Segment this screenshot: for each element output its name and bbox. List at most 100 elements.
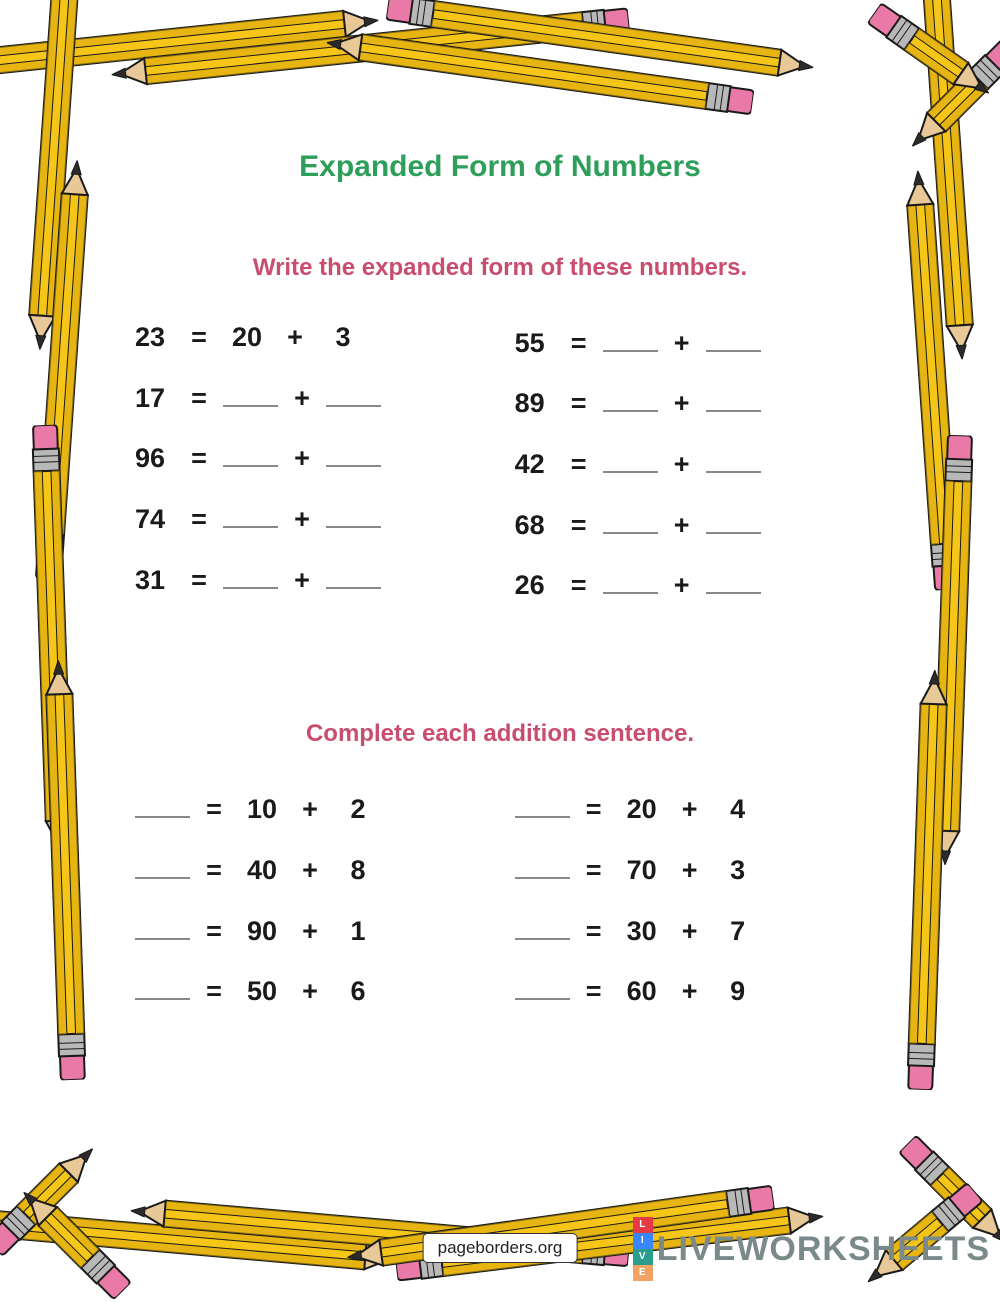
number: 23 [135,322,175,353]
ones-blank[interactable] [706,443,761,473]
ones-blank[interactable] [326,559,381,589]
tens-blank[interactable] [223,377,278,407]
expand-row: 89=+ [515,383,865,420]
pencil-decoration [925,435,975,866]
tens-blank[interactable] [603,443,658,473]
tens-blank[interactable] [223,438,278,468]
pencil-icon [918,0,977,360]
addition-row: =20+4 [515,788,865,825]
plus-sign: + [300,855,320,886]
equals-sign: = [569,510,589,541]
tens-value: 60 [618,976,666,1007]
plus-sign: + [672,388,692,419]
pencil-icon [930,435,975,866]
addition-row: = 30 +7 [515,910,865,947]
addition-row: =10+2 [135,788,485,825]
sum-blank[interactable] [515,971,570,1001]
pencil-icon [25,0,84,351]
equals-sign: = [189,443,209,474]
badge-letter: E [633,1265,653,1281]
expand-row: 17=+ [135,377,485,414]
sum-blank[interactable] [135,849,190,879]
ones-blank[interactable] [706,565,761,595]
plus-sign: + [672,328,692,359]
plus-sign: + [672,449,692,480]
pencil-decoration [913,0,977,361]
tens-blank[interactable] [603,565,658,595]
sum-blank[interactable] [135,910,190,940]
pencil-icon [30,425,75,856]
pencil-decoration [25,425,75,856]
pencil-icon [905,670,950,1091]
equals-sign: = [569,328,589,359]
sum-blank[interactable] [515,910,570,940]
pencil-decoration [0,1201,401,1279]
addition-row: =60+9 [515,971,865,1008]
pencil-icon [33,159,92,580]
tens-blank[interactable] [603,383,658,413]
ones-value: 3 [319,322,367,353]
equals-sign: = [584,916,604,947]
plus-sign: + [680,855,700,886]
equals-sign: = [204,916,224,947]
pencil-decoration [898,33,1000,157]
ones-blank[interactable] [706,504,761,534]
ones-blank[interactable] [326,438,381,468]
expand-row: 26=+ [515,565,865,602]
section1-left-col: 23=20+317=+96=+74=+31=+ [135,322,485,625]
pencil-decoration [33,159,97,580]
tens-value: 90 [238,916,286,947]
equals-sign: = [204,976,224,1007]
pencil-decoration [385,0,816,87]
ones-blank[interactable] [326,498,381,528]
plus-sign: + [672,510,692,541]
section2-left-col: =10+2=40+8=90+1=50+6 [135,788,485,1031]
expand-row: 96=+ [135,438,485,475]
tens-value: 10 [238,794,286,825]
number: 74 [135,504,175,535]
plus-sign: + [292,443,312,474]
section1-grid: 23=20+317=+96=+74=+31=+ 55=+89=+42=+68=+… [135,322,865,625]
footer-credit: pageborders.org [423,1233,578,1263]
equals-sign: = [204,794,224,825]
addition-row: =50+6 [135,971,485,1008]
tens-value: 20 [223,322,271,353]
badge-letter: I [633,1233,653,1249]
ones-blank[interactable] [706,383,761,413]
sum-blank[interactable] [515,849,570,879]
tens-blank[interactable] [603,322,658,352]
expand-row: 55=+ [515,322,865,359]
sum-blank[interactable] [135,971,190,1001]
sum-blank[interactable] [135,788,190,818]
equals-sign: = [204,855,224,886]
plus-sign: + [300,916,320,947]
tens-blank[interactable] [603,504,658,534]
ones-blank[interactable] [326,377,381,407]
number: 89 [515,388,555,419]
pencil-icon [43,660,88,1081]
pencil-icon [903,170,962,591]
tens-value: 40 [238,855,286,886]
plus-sign: + [680,916,700,947]
equals-sign: = [189,565,209,596]
tens-blank[interactable] [223,498,278,528]
ones-value: 9 [714,976,762,1007]
pencil-decoration [43,660,93,1081]
equals-sign: = [569,449,589,480]
equals-sign: = [189,383,209,414]
ones-blank[interactable] [706,322,761,352]
section1-right-col: 55=+89=+42=+68=+26=+ [515,322,865,625]
pencil-icon [325,28,755,118]
pencil-icon [0,1201,401,1274]
expand-row: 42 = + [515,443,865,480]
plus-sign: + [680,794,700,825]
ones-value: 7 [714,916,762,947]
sum-blank[interactable] [515,788,570,818]
addition-row: =70+3 [515,849,865,886]
equals-sign: = [189,322,209,353]
tens-value: 20 [618,794,666,825]
tens-blank[interactable] [223,559,278,589]
number: 42 [515,449,555,480]
tens-value: 30 [618,916,666,947]
equals-sign: = [569,570,589,601]
